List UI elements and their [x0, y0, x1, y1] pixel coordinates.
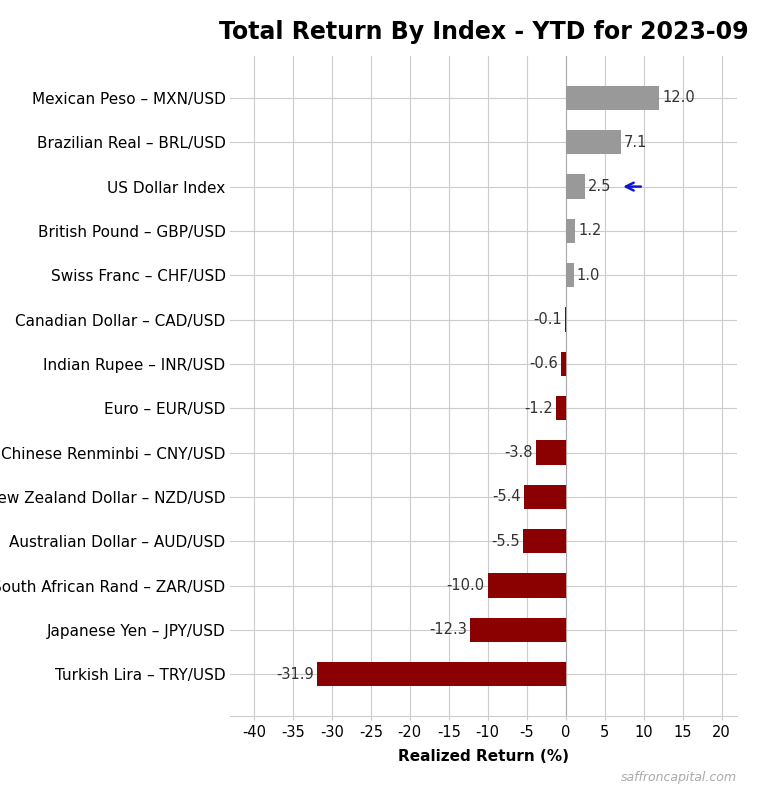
Text: 7.1: 7.1: [624, 135, 647, 150]
Bar: [566, 174, 585, 199]
Text: 1.0: 1.0: [577, 267, 600, 283]
Text: -0.6: -0.6: [529, 357, 558, 372]
Bar: [523, 529, 566, 553]
Bar: [524, 485, 566, 509]
Text: -5.4: -5.4: [492, 490, 521, 505]
Bar: [566, 219, 575, 243]
Text: saffroncapital.com: saffroncapital.com: [621, 771, 737, 784]
Title: Total Return By Index - YTD for 2023-09: Total Return By Index - YTD for 2023-09: [219, 20, 749, 44]
Text: -12.3: -12.3: [429, 622, 467, 638]
X-axis label: Realized Return (%): Realized Return (%): [399, 749, 569, 763]
Bar: [556, 396, 566, 420]
Text: -0.1: -0.1: [533, 312, 562, 327]
Text: -10.0: -10.0: [446, 578, 485, 593]
Bar: [566, 263, 574, 287]
Text: -31.9: -31.9: [276, 667, 314, 681]
Bar: [317, 662, 566, 686]
Bar: [536, 440, 566, 465]
Text: 1.2: 1.2: [578, 224, 601, 239]
Text: 2.5: 2.5: [588, 179, 611, 194]
Text: -5.5: -5.5: [491, 533, 520, 548]
Bar: [561, 352, 566, 376]
Bar: [566, 86, 659, 110]
Text: -1.2: -1.2: [525, 400, 553, 416]
Bar: [488, 573, 566, 598]
Bar: [566, 130, 621, 154]
Text: 12.0: 12.0: [663, 91, 695, 105]
Bar: [470, 618, 566, 642]
Text: -3.8: -3.8: [505, 445, 533, 460]
Bar: [565, 307, 566, 332]
